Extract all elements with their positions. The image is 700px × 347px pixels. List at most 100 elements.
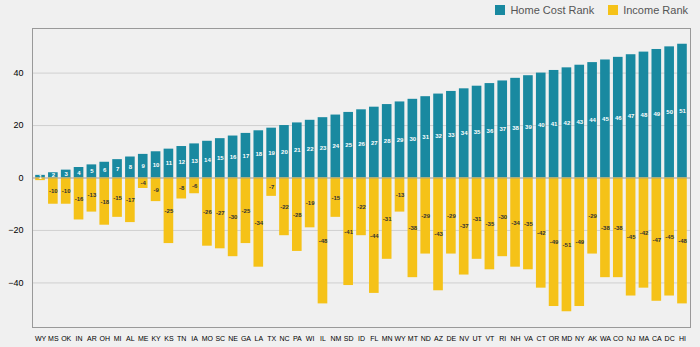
svg-text:-41: -41	[344, 229, 353, 235]
svg-text:22: 22	[307, 146, 314, 152]
svg-text:-31: -31	[383, 216, 392, 222]
svg-text:-28: -28	[293, 212, 302, 218]
svg-text:-18: -18	[100, 199, 109, 205]
svg-text:-29: -29	[588, 213, 597, 219]
svg-text:6: 6	[103, 167, 107, 173]
svg-text:29: 29	[397, 137, 404, 143]
svg-text:-37: -37	[460, 223, 469, 229]
svg-text:SD: SD	[344, 335, 354, 342]
svg-text:WY: WY	[394, 335, 406, 342]
svg-text:PA: PA	[293, 335, 302, 342]
svg-text:-26: -26	[203, 209, 212, 215]
svg-text:LA: LA	[255, 335, 264, 342]
svg-text:20: 20	[281, 149, 288, 155]
svg-text:-10: -10	[49, 188, 58, 194]
svg-text:UT: UT	[472, 335, 482, 342]
svg-text:WA: WA	[600, 335, 611, 342]
svg-text:25: 25	[345, 142, 352, 148]
svg-text:-25: -25	[165, 208, 174, 214]
svg-text:NV: NV	[459, 335, 469, 342]
svg-text:GA: GA	[241, 335, 251, 342]
svg-text:-7: -7	[269, 184, 275, 190]
svg-text:43: 43	[576, 119, 583, 125]
svg-text:5: 5	[90, 168, 94, 174]
svg-text:12: 12	[178, 159, 185, 165]
svg-text:-35: -35	[486, 221, 495, 227]
svg-text:NJ: NJ	[627, 335, 636, 342]
svg-text:DC: DC	[665, 335, 675, 342]
svg-text:4: 4	[77, 170, 81, 176]
svg-text:OH: OH	[99, 335, 110, 342]
svg-text:AZ: AZ	[434, 335, 444, 342]
svg-text:47: 47	[628, 113, 635, 119]
svg-text:-30: -30	[229, 214, 238, 220]
svg-text:TN: TN	[177, 335, 186, 342]
svg-text:-51: -51	[563, 242, 572, 248]
svg-text:42: 42	[564, 120, 571, 126]
svg-text:36: 36	[487, 128, 494, 134]
svg-text:-45: -45	[665, 234, 674, 240]
svg-text:39: 39	[525, 124, 532, 130]
svg-text:-29: -29	[421, 213, 430, 219]
svg-text:-6: -6	[192, 183, 198, 189]
svg-text:AL: AL	[126, 335, 135, 342]
svg-text:MD: MD	[561, 335, 572, 342]
svg-text:13: 13	[191, 158, 198, 164]
svg-text:WY: WY	[35, 335, 47, 342]
svg-text:MN: MN	[382, 335, 393, 342]
svg-text:1: 1	[39, 174, 43, 180]
svg-text:-10: -10	[62, 188, 71, 194]
svg-text:3: 3	[65, 171, 69, 177]
svg-text:CA: CA	[652, 335, 662, 342]
svg-text:MO: MO	[202, 335, 214, 342]
svg-text:24: 24	[332, 143, 339, 149]
svg-text:21: 21	[294, 147, 301, 153]
svg-text:TX: TX	[267, 335, 276, 342]
svg-text:-15: -15	[331, 195, 340, 201]
svg-text:37: 37	[499, 126, 506, 132]
svg-text:NH: NH	[511, 335, 521, 342]
svg-text:31: 31	[422, 134, 429, 140]
svg-text:-4: -4	[141, 180, 147, 186]
svg-text:MS: MS	[48, 335, 59, 342]
svg-text:ID: ID	[358, 335, 365, 342]
svg-text:-22: -22	[280, 204, 289, 210]
svg-text:-38: -38	[409, 225, 418, 231]
svg-text:17: 17	[243, 153, 250, 159]
svg-text:-25: -25	[242, 208, 251, 214]
svg-text:2: 2	[52, 172, 56, 178]
svg-text:-49: -49	[550, 239, 559, 245]
svg-text:46: 46	[615, 115, 622, 121]
svg-text:-8: -8	[179, 185, 185, 191]
svg-text:-19: -19	[306, 200, 315, 206]
svg-text:8: 8	[129, 164, 133, 170]
svg-text:51: 51	[679, 108, 686, 114]
svg-text:ND: ND	[421, 335, 431, 342]
svg-text:44: 44	[589, 117, 596, 123]
svg-text:WI: WI	[306, 335, 315, 342]
svg-text:40: 40	[13, 68, 23, 78]
svg-text:-42: -42	[537, 230, 546, 236]
svg-text:0: 0	[18, 173, 23, 183]
svg-text:-49: -49	[575, 239, 584, 245]
svg-text:-31: -31	[473, 216, 482, 222]
svg-text:VA: VA	[524, 335, 533, 342]
svg-text:MI: MI	[114, 335, 122, 342]
svg-text:-38: -38	[601, 225, 610, 231]
svg-text:-38: -38	[614, 225, 623, 231]
svg-text:27: 27	[371, 140, 378, 146]
svg-text:MT: MT	[408, 335, 419, 342]
svg-text:9: 9	[142, 163, 146, 169]
svg-text:23: 23	[320, 145, 327, 151]
svg-text:SC: SC	[215, 335, 225, 342]
svg-text:MA: MA	[639, 335, 650, 342]
svg-text:-16: -16	[75, 196, 84, 202]
svg-text:33: 33	[448, 132, 455, 138]
svg-text:NM: NM	[330, 335, 341, 342]
svg-text:-9: -9	[153, 187, 159, 193]
svg-text:-42: -42	[640, 230, 649, 236]
svg-text:-43: -43	[434, 231, 443, 237]
svg-text:−20: −20	[8, 225, 23, 235]
svg-text:DE: DE	[447, 335, 457, 342]
svg-text:HI: HI	[679, 335, 686, 342]
